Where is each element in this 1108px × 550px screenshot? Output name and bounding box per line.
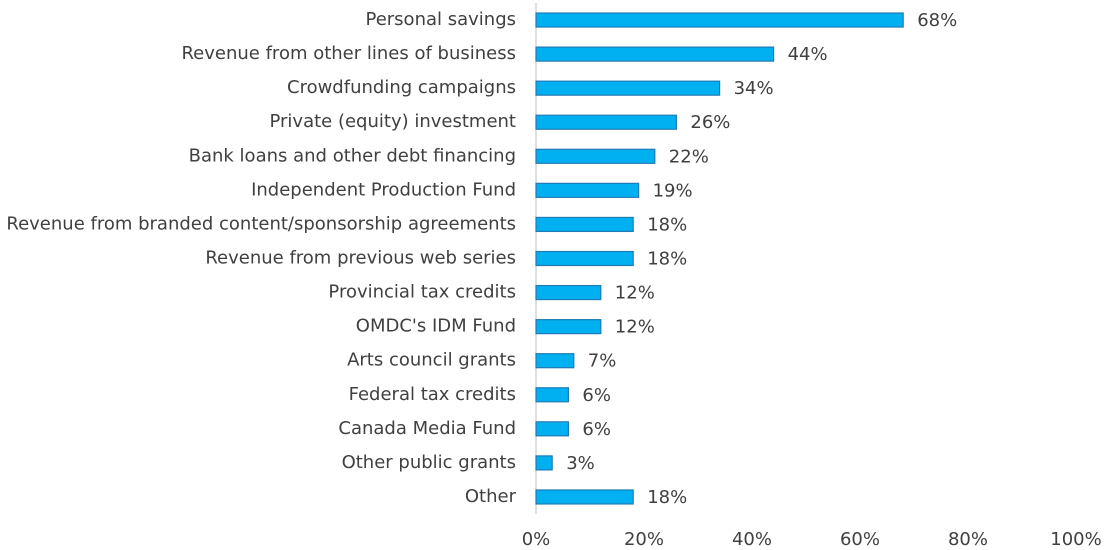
x-tick-label: 60% [840, 529, 880, 550]
bar [535, 46, 775, 62]
y-tick-label: Provincial tax credits [328, 282, 516, 303]
bar [535, 12, 904, 28]
y-tick-label: Revenue from other lines of business [181, 43, 516, 64]
value-label: 22% [669, 146, 709, 167]
bar [535, 319, 602, 335]
x-tick-label: 80% [948, 529, 988, 550]
y-tick-label: Other [465, 486, 517, 507]
y-tick-label: Revenue from previous web series [205, 248, 516, 269]
bar [535, 114, 677, 130]
value-label: 12% [615, 283, 655, 304]
value-label: 26% [690, 112, 730, 133]
y-tick-label: Arts council grants [347, 350, 516, 371]
bar [535, 353, 575, 369]
bar [535, 148, 656, 164]
bar [535, 489, 634, 505]
bar [535, 80, 721, 96]
value-label: 18% [647, 214, 687, 235]
x-tick-label: 100% [1050, 529, 1101, 550]
value-label: 12% [615, 317, 655, 338]
bar [535, 216, 634, 233]
y-tick-label: Private (equity) investment [269, 111, 516, 132]
value-label: 7% [588, 351, 617, 372]
bar [535, 250, 634, 267]
value-label: 68% [917, 10, 957, 31]
bar [535, 455, 553, 471]
y-tick-label: OMDC's IDM Fund [356, 316, 516, 337]
y-tick-label: Bank loans and other debt financing [189, 145, 516, 166]
x-tick-label: 40% [732, 529, 772, 550]
bar [535, 421, 570, 437]
value-label: 18% [647, 249, 687, 270]
bar [535, 284, 602, 301]
y-tick-label: Other public grants [342, 452, 516, 473]
bar [535, 387, 570, 403]
value-label: 18% [647, 487, 687, 508]
y-tick-label: Independent Production Fund [251, 179, 516, 200]
x-tick-label: 0% [522, 529, 551, 550]
value-label: 6% [582, 419, 611, 440]
value-label: 19% [653, 180, 693, 201]
value-label: 34% [734, 78, 774, 99]
value-label: 44% [788, 44, 828, 65]
y-tick-label: Personal savings [365, 9, 516, 30]
value-label: 3% [566, 453, 595, 474]
y-tick-label: Canada Media Fund [338, 418, 516, 439]
value-label: 6% [582, 385, 611, 406]
x-tick-label: 20% [624, 529, 664, 550]
bar [535, 182, 640, 198]
y-tick-label: Crowdfunding campaigns [287, 77, 516, 98]
y-tick-label: Revenue from branded content/sponsorship… [6, 213, 516, 234]
y-tick-label: Federal tax credits [349, 384, 516, 405]
